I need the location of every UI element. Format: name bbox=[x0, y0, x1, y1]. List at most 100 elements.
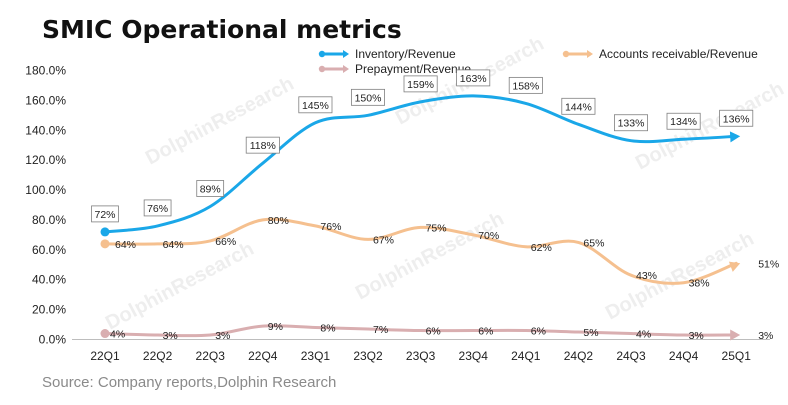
data-label-box: 76% bbox=[143, 199, 172, 217]
watermark-text: DolphinResearch bbox=[602, 228, 758, 325]
x-tick-label: 24Q4 bbox=[669, 349, 699, 363]
legend-label: Inventory/Revenue bbox=[355, 47, 456, 61]
series-inventory bbox=[100, 94, 741, 237]
series-end-arrow bbox=[728, 261, 741, 272]
source-note: Source: Company reports,Dolphin Research bbox=[42, 374, 336, 391]
data-label: 6% bbox=[531, 326, 546, 338]
data-label: 72% bbox=[94, 209, 115, 221]
x-tick-label: 25Q1 bbox=[722, 349, 752, 363]
data-label-border bbox=[91, 205, 119, 223]
y-tick-label: 40.0% bbox=[32, 273, 66, 287]
data-label: 67% bbox=[373, 234, 394, 246]
series-start-marker bbox=[100, 239, 110, 249]
y-tick-label: 0.0% bbox=[39, 333, 67, 347]
y-tick-label: 160.0% bbox=[25, 93, 66, 107]
data-label-border bbox=[196, 180, 225, 197]
data-label: 3% bbox=[163, 330, 178, 342]
data-label: 6% bbox=[426, 326, 441, 338]
data-label-box: 144% bbox=[561, 97, 596, 115]
data-label: 150% bbox=[355, 92, 382, 104]
data-label-border bbox=[666, 112, 701, 130]
legend-marker-start bbox=[318, 50, 326, 58]
data-label-border bbox=[456, 69, 491, 87]
data-label: 89% bbox=[200, 183, 221, 195]
series-end-arrow bbox=[730, 329, 741, 341]
legend-marker-start bbox=[318, 65, 326, 73]
x-tick-label: 24Q2 bbox=[564, 349, 594, 363]
x-tick-label: 22Q4 bbox=[248, 349, 278, 363]
data-label: 163% bbox=[460, 73, 487, 85]
legend-label: Prepayment/Revenue bbox=[355, 62, 471, 76]
y-axis: 0.0% 20.0% 40.0% 60.0% 80.0% 100.0% 120.0% 140.… bbox=[25, 64, 66, 347]
data-label: 38% bbox=[689, 278, 710, 290]
data-label: 134% bbox=[670, 116, 697, 128]
data-label-border bbox=[403, 75, 438, 93]
data-label: 76% bbox=[320, 221, 341, 233]
legend-marker-end bbox=[343, 65, 349, 73]
data-label: 159% bbox=[407, 79, 434, 91]
data-label-border bbox=[298, 96, 333, 114]
data-label-layer: 72% 76% 89% 118% 145% 150% 159% 163% 158% 144% 133… bbox=[91, 69, 779, 342]
data-label: 136% bbox=[723, 113, 750, 125]
x-tick-label: 23Q2 bbox=[353, 349, 383, 363]
data-label-border bbox=[245, 136, 280, 154]
series-line-inventory bbox=[103, 94, 738, 234]
legend-item: Prepayment/Revenue bbox=[318, 62, 471, 76]
x-tick-label: 24Q3 bbox=[616, 349, 646, 363]
watermark-text: DolphinResearch bbox=[102, 238, 258, 335]
series-start-marker bbox=[100, 329, 110, 339]
x-tick-label: 22Q1 bbox=[90, 349, 120, 363]
x-tick-label: 23Q1 bbox=[301, 349, 331, 363]
data-label-box: 159% bbox=[403, 75, 438, 93]
data-label: 133% bbox=[618, 118, 645, 130]
data-label-border bbox=[350, 88, 385, 106]
data-label: 158% bbox=[512, 80, 539, 92]
legend-item: Inventory/Revenue bbox=[318, 47, 456, 61]
data-label: 3% bbox=[215, 330, 230, 342]
data-label-box: 150% bbox=[350, 88, 385, 106]
series-line-prepayment bbox=[103, 324, 738, 338]
series-layer bbox=[100, 94, 741, 341]
chart-title: SMIC Operational metrics bbox=[42, 15, 402, 44]
data-label: 75% bbox=[426, 222, 447, 234]
series-prepayment bbox=[100, 324, 741, 341]
data-label: 145% bbox=[302, 100, 329, 112]
data-label-box: 118% bbox=[245, 136, 280, 154]
data-label: 5% bbox=[583, 327, 598, 339]
y-tick-label: 100.0% bbox=[25, 183, 66, 197]
y-tick-label: 140.0% bbox=[25, 123, 66, 137]
data-label: 64% bbox=[115, 239, 136, 251]
series-start-marker bbox=[100, 227, 110, 237]
data-label-border bbox=[143, 199, 172, 217]
x-axis: 22Q1 22Q2 22Q3 22Q4 23Q1 23Q2 23Q3 23Q4 24Q1 24Q2… bbox=[72, 339, 770, 363]
data-label: 66% bbox=[215, 236, 236, 248]
data-label-border bbox=[561, 97, 596, 115]
y-tick-label: 180.0% bbox=[25, 64, 66, 78]
legend-label: Accounts receivable/Revenue bbox=[599, 47, 758, 61]
series-line-receivable bbox=[103, 217, 738, 285]
data-label: 51% bbox=[758, 258, 779, 270]
data-label: 7% bbox=[373, 324, 388, 336]
x-tick-label: 23Q4 bbox=[459, 349, 489, 363]
data-label: 118% bbox=[250, 140, 276, 152]
data-label: 62% bbox=[531, 242, 552, 254]
legend-item: Accounts receivable/Revenue bbox=[562, 47, 758, 61]
legend-marker-start bbox=[562, 50, 570, 58]
data-label-border bbox=[719, 109, 754, 127]
x-tick-label: 22Q3 bbox=[196, 349, 226, 363]
legend: Inventory/Revenue Accounts receivable/Rev… bbox=[318, 47, 758, 76]
series-end-arrow bbox=[729, 131, 741, 143]
data-label-box: 134% bbox=[666, 112, 701, 130]
data-label-box: 72% bbox=[91, 205, 119, 223]
data-label-box: 145% bbox=[298, 96, 333, 114]
data-label: 65% bbox=[583, 237, 604, 249]
data-label: 4% bbox=[636, 329, 651, 341]
data-label: 144% bbox=[565, 101, 592, 113]
x-tick-label: 22Q2 bbox=[143, 349, 173, 363]
x-tick-label: 24Q1 bbox=[511, 349, 541, 363]
series-receivable bbox=[100, 217, 741, 285]
y-tick-label: 120.0% bbox=[25, 153, 66, 167]
data-label: 43% bbox=[636, 270, 657, 282]
watermark-text: DolphinResearch bbox=[632, 78, 788, 175]
